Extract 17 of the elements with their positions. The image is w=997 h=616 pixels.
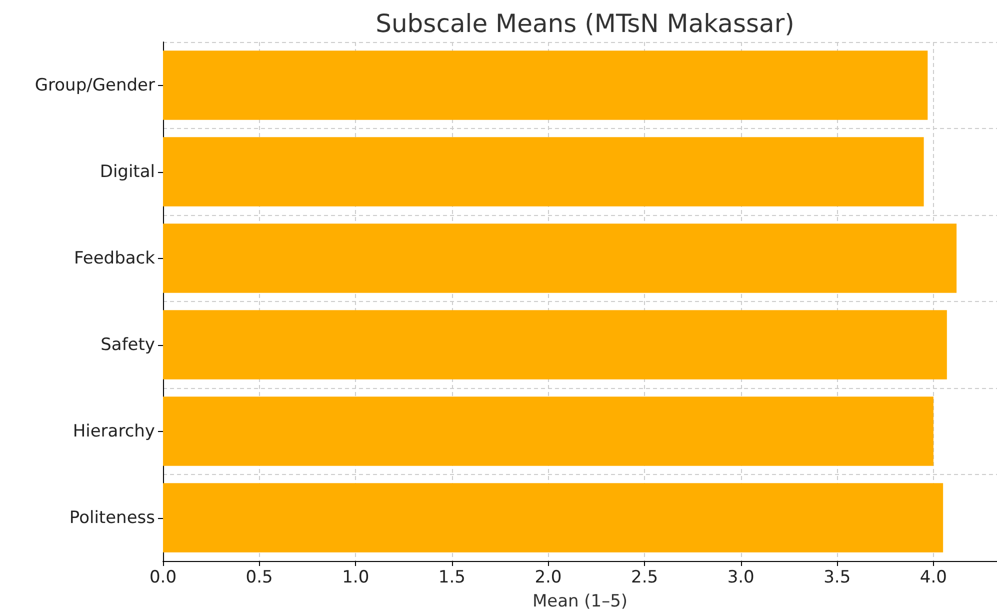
- x-tick-label: 4.0: [920, 568, 947, 588]
- x-tick-label: 2.0: [534, 568, 562, 588]
- y-tick-label: Digital: [100, 162, 155, 182]
- x-tick-label: 0.0: [149, 568, 177, 588]
- x-axis-title: Mean (1–5): [532, 592, 628, 612]
- y-tick-label: Hierarchy: [72, 421, 155, 442]
- x-tick-label: 3.0: [727, 568, 754, 588]
- y-tick-label: Group/Gender: [34, 75, 155, 96]
- chart-title: Subscale Means (MTsN Makassar): [376, 9, 794, 38]
- y-tick-label: Feedback: [74, 248, 156, 268]
- y-tick-label: Politeness: [69, 508, 156, 528]
- x-tick-label: 1.5: [438, 568, 466, 588]
- x-tick-label: 0.5: [246, 568, 273, 588]
- x-tick-label: 3.5: [824, 568, 851, 588]
- x-tick-label: 1.0: [342, 568, 370, 588]
- y-tick-label: Safety: [100, 334, 155, 355]
- x-tick-label: 2.5: [631, 568, 658, 588]
